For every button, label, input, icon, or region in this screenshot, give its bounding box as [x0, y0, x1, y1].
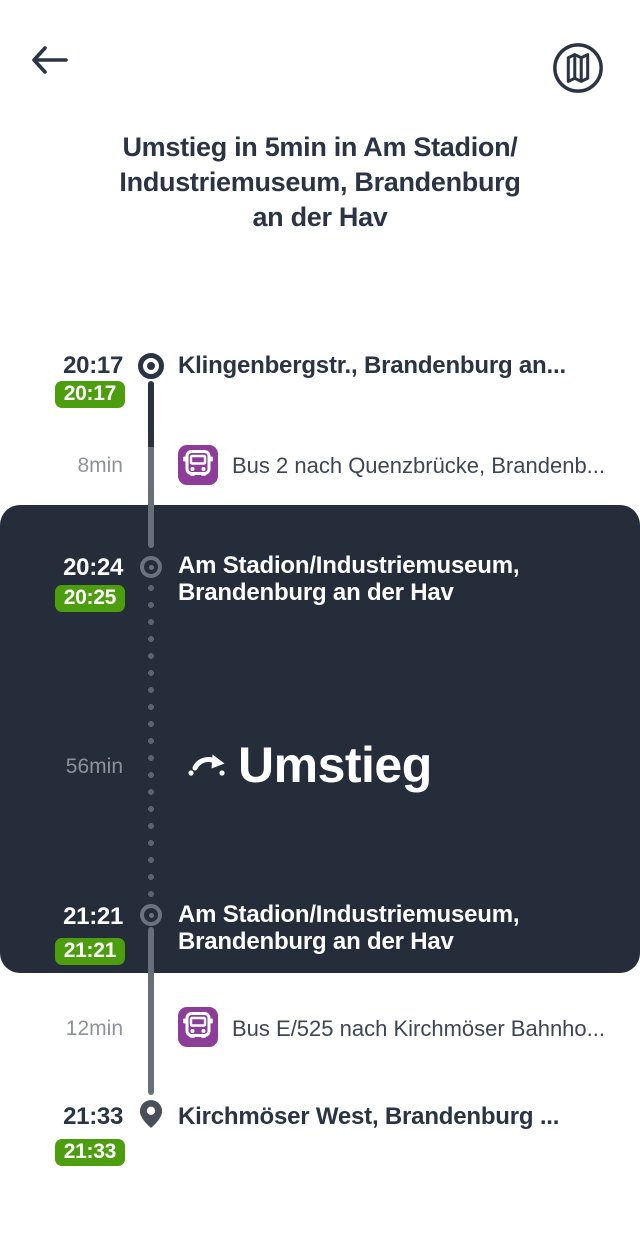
title-line: Umstieg in 5min in Am Stadion/ — [122, 132, 518, 162]
stop-name[interactable]: Klingenbergstr., Brandenburg an... — [178, 352, 566, 379]
timeline-progress-segment — [148, 381, 154, 447]
origin-stop-icon — [138, 353, 164, 379]
leg-description[interactable]: Bus 2 nach Quenzbrücke, Brandenb... — [232, 453, 606, 478]
title-line: an der Hav — [252, 202, 388, 232]
timeline-line-segment — [148, 447, 154, 548]
timeline-wait-dotted-line — [148, 584, 154, 898]
transfer-arrow-icon — [188, 754, 225, 776]
timeline-line-segment — [148, 927, 154, 1095]
stop-planned-time: 21:33 — [63, 1103, 123, 1130]
stop-realtime-badge: 21:21 — [54, 938, 125, 965]
bus-mode-badge — [178, 1007, 218, 1047]
map-button[interactable] — [550, 40, 606, 96]
leg-description[interactable]: Bus E/525 nach Kirchmöser Bahnho... — [232, 1016, 605, 1041]
transfer-arrival-stop-icon — [140, 556, 162, 578]
stop-name[interactable]: Kirchmöser West, Brandenburg ... — [178, 1103, 560, 1130]
map-icon — [553, 43, 603, 93]
stop-planned-time: 20:24 — [63, 554, 123, 581]
title-line: Industriemuseum, Brandenburg — [119, 167, 521, 197]
stop-name[interactable]: Am Stadion/Industriemuseum, Brandenburg … — [178, 552, 520, 606]
arrow-left-icon — [32, 46, 68, 74]
back-button[interactable] — [28, 44, 72, 78]
stop-planned-time: 21:21 — [63, 903, 123, 930]
stop-name[interactable]: Am Stadion/Industriemuseum, Brandenburg … — [178, 901, 520, 955]
transfer-label: Umstieg — [238, 737, 432, 793]
stop-realtime-badge: 21:33 — [54, 1139, 125, 1166]
destination-pin-icon — [139, 1100, 163, 1128]
leg-duration: 8min — [77, 454, 123, 477]
leg-duration: 56min — [65, 755, 123, 778]
page-title: Umstieg in 5min in Am Stadion/ Industrie… — [40, 130, 600, 235]
bus-icon — [183, 1012, 213, 1038]
transfer-departure-stop-icon — [140, 904, 162, 926]
stop-planned-time: 20:17 — [63, 352, 123, 379]
transfer-highlight-card — [0, 505, 640, 973]
bus-icon — [183, 450, 213, 476]
bus-mode-badge — [178, 445, 218, 485]
stop-realtime-badge: 20:25 — [54, 585, 125, 612]
leg-duration: 12min — [65, 1017, 123, 1040]
stop-realtime-badge: 20:17 — [54, 381, 125, 408]
